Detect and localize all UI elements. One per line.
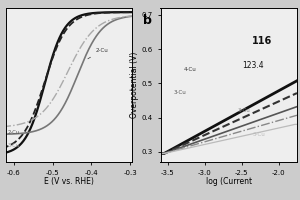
Text: 3-Cu: 3-Cu — [238, 108, 251, 113]
Text: 2-Cu: 2-Cu — [88, 48, 108, 59]
Text: 3-Cu: 3-Cu — [253, 132, 266, 137]
Y-axis label: Overpotential (V): Overpotential (V) — [130, 52, 139, 118]
Text: 4-Cu: 4-Cu — [184, 67, 197, 72]
Text: 116: 116 — [252, 36, 273, 46]
X-axis label: log (Current: log (Current — [206, 177, 252, 186]
Text: 123.4: 123.4 — [242, 61, 264, 70]
Text: 2-Cu: 2-Cu — [8, 130, 20, 136]
Text: 3-Cu: 3-Cu — [8, 143, 20, 148]
Text: 3-Cu: 3-Cu — [174, 90, 187, 95]
X-axis label: E (V vs. RHE): E (V vs. RHE) — [44, 177, 94, 186]
Text: b: b — [142, 14, 152, 27]
